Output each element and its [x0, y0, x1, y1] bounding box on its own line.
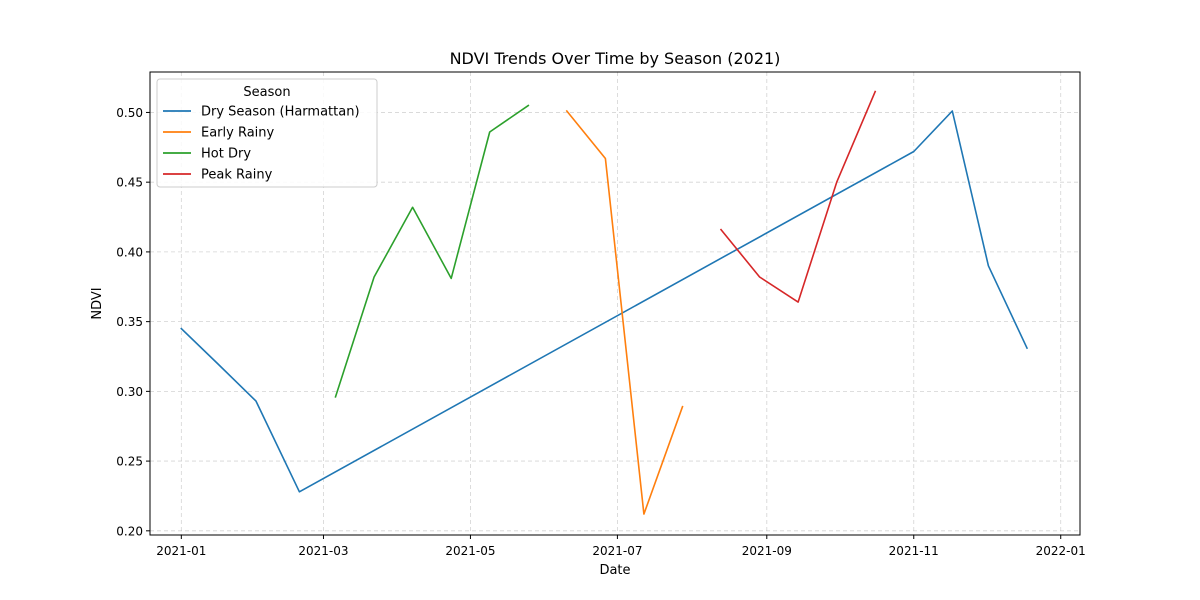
chart-title: NDVI Trends Over Time by Season (2021): [450, 49, 781, 68]
x-tick-label: 2022-01: [1036, 544, 1086, 558]
legend-items: Dry Season (Harmattan) Early Rainy Hot Dry…: [163, 105, 360, 183]
legend-entry-label: Hot Dry: [201, 147, 251, 162]
x-tick-label: 2021-07: [592, 544, 642, 558]
series-line-dry-season-harmattan: [180, 110, 1029, 493]
x-tick-label: 2021-11: [889, 544, 939, 558]
legend-title: Season: [243, 85, 290, 100]
y-tick-label: 0.45: [116, 176, 143, 190]
series-line-early-rainy: [565, 109, 684, 515]
x-tick-label: 2021-09: [742, 544, 792, 558]
legend-box: [156, 78, 378, 188]
x-tick-label: 2021-05: [445, 544, 495, 558]
y-axis-label: NDVI: [90, 287, 105, 319]
legend-entry-label: Peak Rainy: [201, 168, 273, 183]
y-tick-label: 0.30: [116, 385, 143, 399]
series-line-peak-rainy: [719, 90, 877, 303]
axis-ticks: 2021-01 2021-03 2021-05 2021-07 2021-09 2021-…: [116, 106, 1086, 558]
series-line-hot-dry: [334, 104, 530, 398]
y-tick-label: 0.20: [116, 524, 143, 538]
legend: Season Dry Season (Harmattan) Early Rainy…: [156, 78, 378, 188]
legend-entry-label: Early Rainy: [201, 126, 275, 141]
series-lines: [180, 90, 1029, 515]
y-tick-label: 0.35: [116, 315, 143, 329]
x-tick-label: 2021-01: [156, 544, 206, 558]
y-tick-label: 0.40: [116, 245, 143, 259]
y-tick-label: 0.50: [116, 106, 143, 120]
plot-frame: [149, 71, 1081, 536]
legend-entry-label: Dry Season (Harmattan): [201, 105, 360, 120]
x-axis-label: Date: [599, 563, 630, 578]
y-tick-label: 0.25: [116, 455, 143, 469]
x-tick-label: 2021-03: [298, 544, 348, 558]
